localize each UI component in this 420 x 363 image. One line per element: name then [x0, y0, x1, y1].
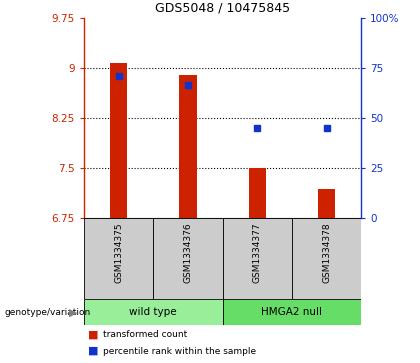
Bar: [179, 75, 197, 218]
Bar: [223, 218, 292, 299]
Text: wild type: wild type: [129, 307, 177, 317]
Bar: [249, 168, 266, 218]
Bar: [110, 63, 127, 218]
Text: GSM1334377: GSM1334377: [253, 222, 262, 282]
Text: GSM1334375: GSM1334375: [114, 222, 123, 282]
Bar: [153, 218, 223, 299]
Text: ■: ■: [88, 329, 99, 339]
Text: transformed count: transformed count: [103, 330, 187, 339]
Bar: [84, 218, 153, 299]
Text: percentile rank within the sample: percentile rank within the sample: [103, 347, 256, 356]
Title: GDS5048 / 10475845: GDS5048 / 10475845: [155, 1, 290, 14]
Text: GSM1334378: GSM1334378: [322, 222, 331, 282]
Bar: [84, 299, 223, 325]
Text: HMGA2 null: HMGA2 null: [261, 307, 323, 317]
Bar: [292, 218, 361, 299]
Text: genotype/variation: genotype/variation: [4, 308, 90, 317]
Text: GSM1334376: GSM1334376: [184, 222, 192, 282]
Bar: [318, 189, 335, 218]
Text: ▶: ▶: [69, 307, 78, 317]
Text: ■: ■: [88, 346, 99, 356]
Bar: [223, 299, 361, 325]
